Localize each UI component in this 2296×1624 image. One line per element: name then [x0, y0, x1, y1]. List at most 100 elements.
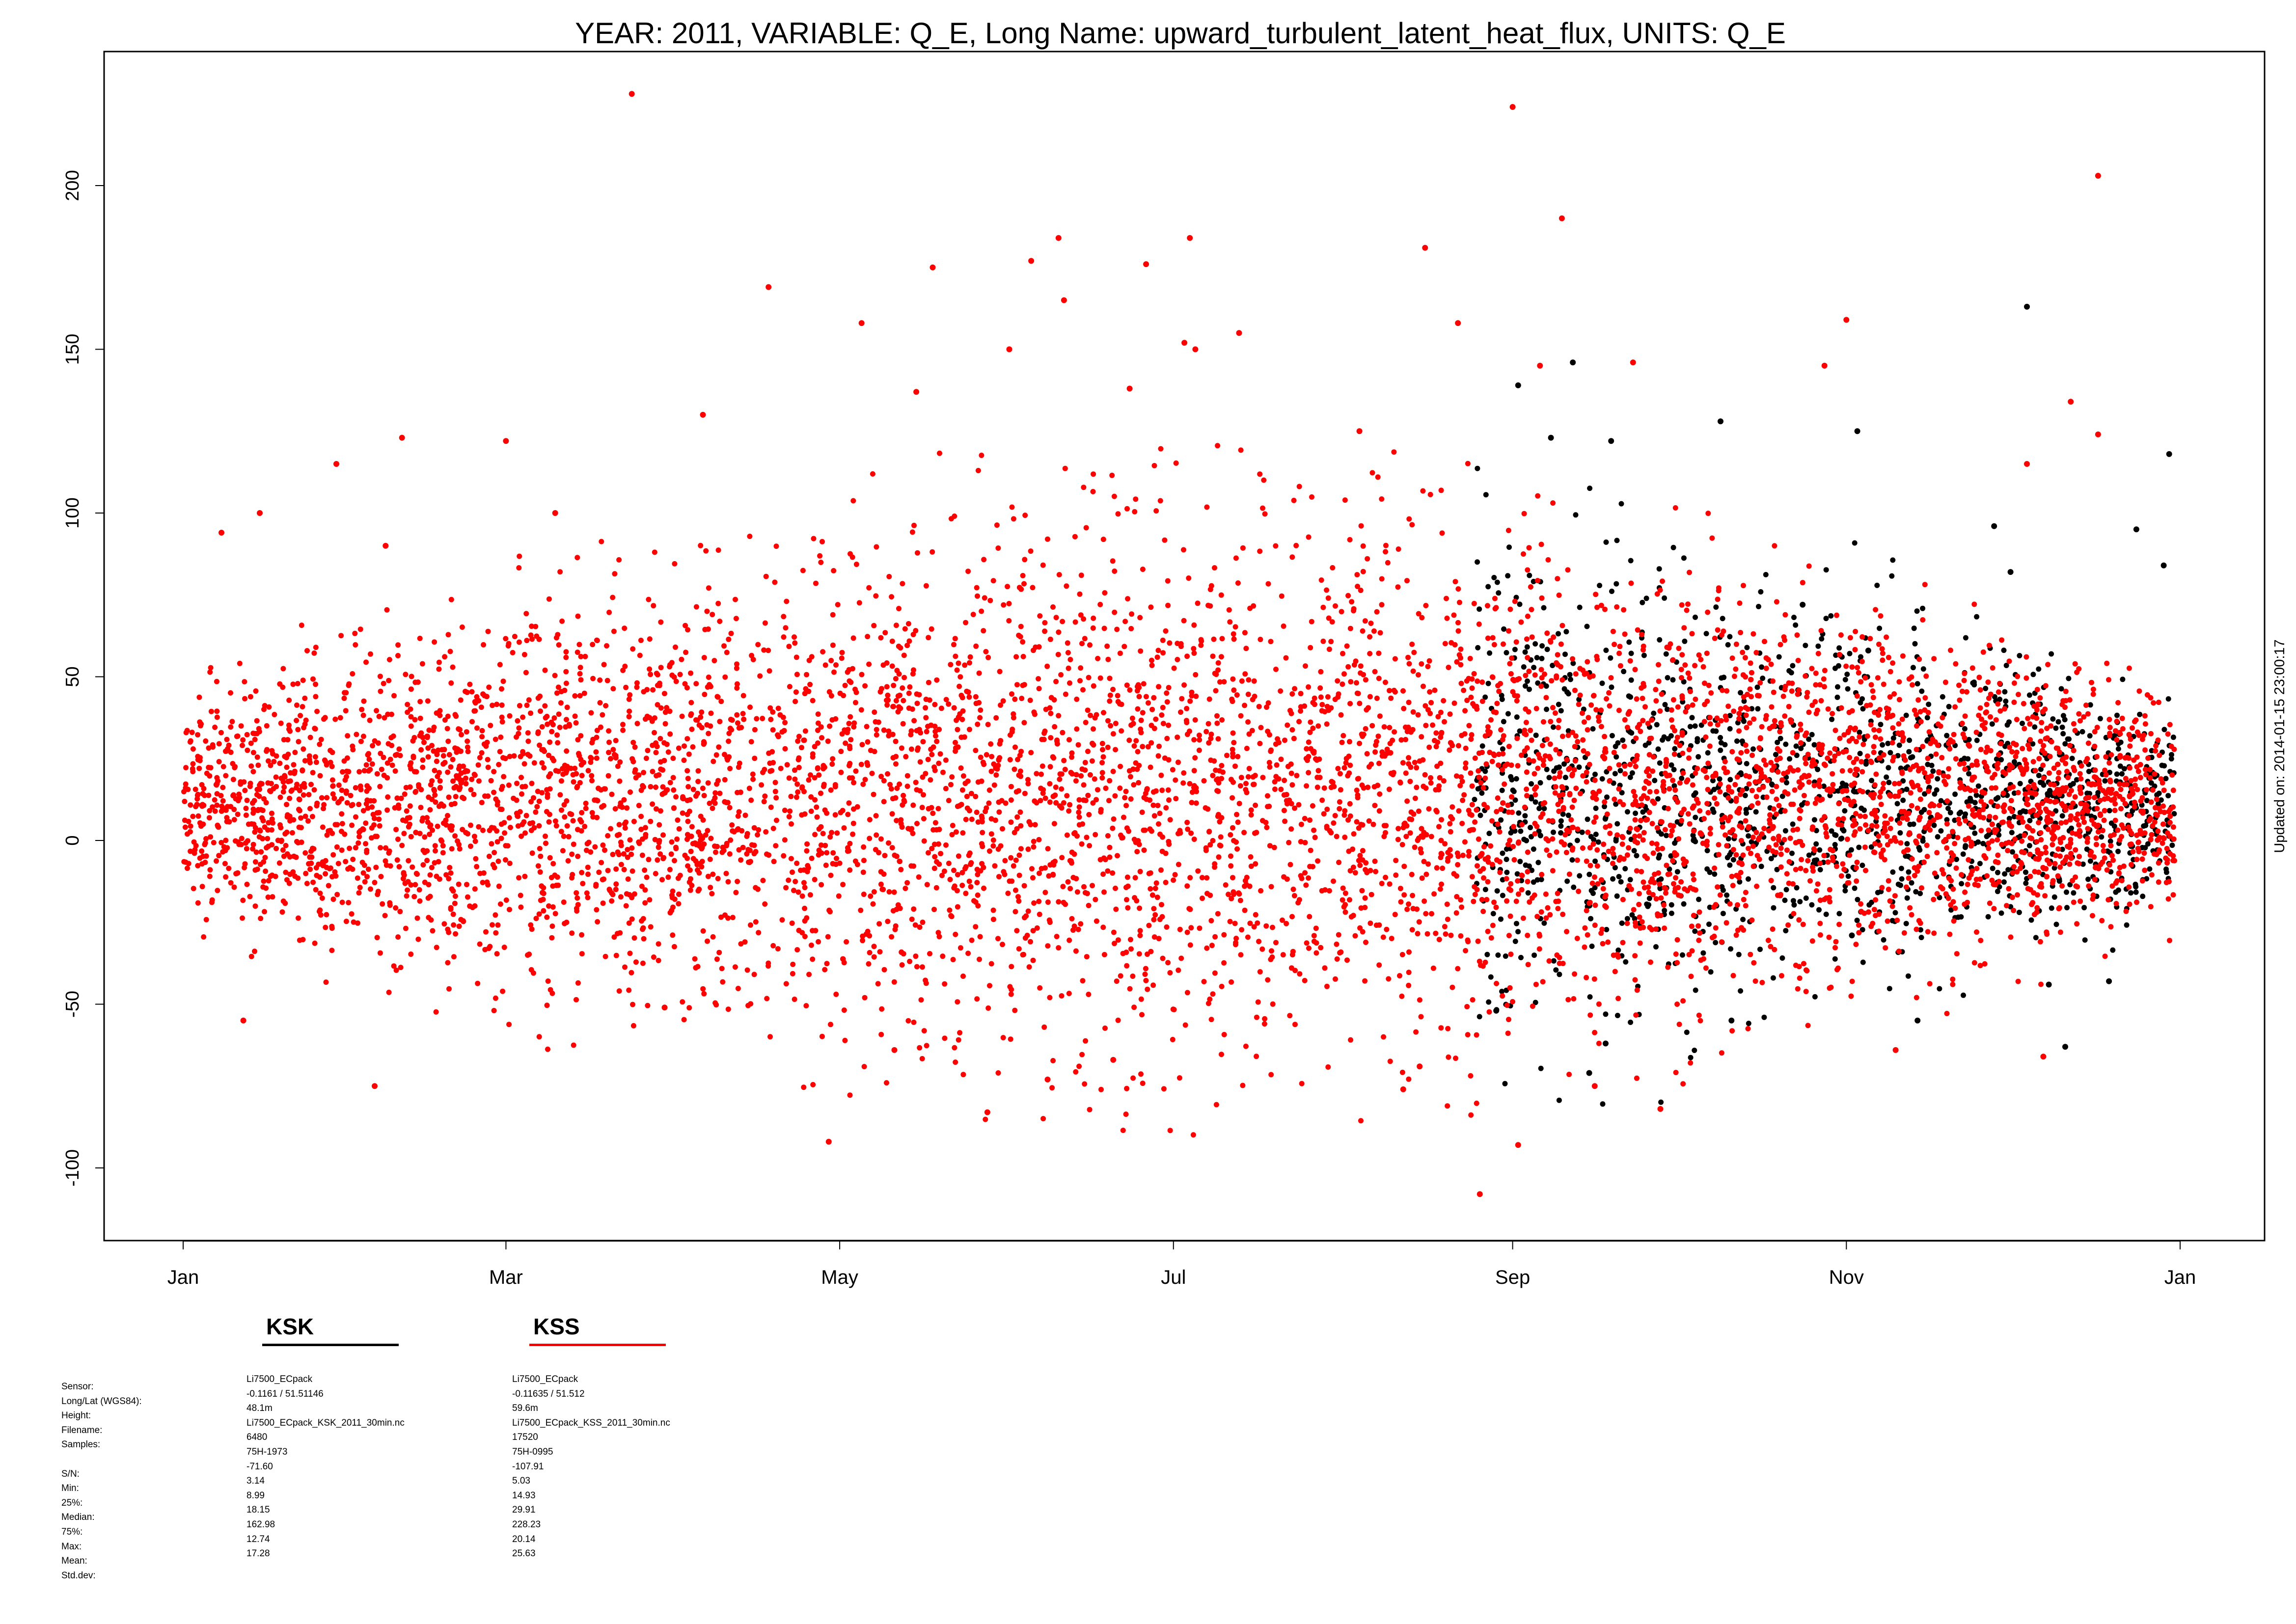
- data-point: [1877, 707, 1883, 712]
- data-point: [1287, 862, 1293, 867]
- y-tick-label: -100: [62, 1149, 83, 1187]
- data-point: [1662, 827, 1668, 833]
- data-point: [1567, 672, 1573, 677]
- data-point: [1310, 726, 1316, 731]
- data-point: [1856, 670, 1861, 676]
- data-point: [1060, 619, 1066, 624]
- data-point: [886, 574, 892, 579]
- data-point: [1281, 623, 1286, 629]
- data-point: [1509, 794, 1514, 800]
- data-point: [802, 885, 808, 891]
- data-point: [1340, 885, 1346, 891]
- data-point: [1651, 710, 1657, 716]
- data-point: [1974, 614, 1980, 620]
- data-point: [604, 677, 610, 683]
- data-point: [1330, 565, 1336, 570]
- data-point: [1798, 746, 1804, 751]
- data-point: [710, 934, 716, 940]
- data-point: [1727, 634, 1733, 640]
- data-point: [1412, 759, 1418, 765]
- data-point: [1640, 696, 1645, 702]
- data-point: [1668, 910, 1674, 916]
- data-point: [802, 728, 808, 734]
- data-point: [884, 698, 889, 703]
- data-point: [1570, 656, 1576, 662]
- data-point: [1983, 749, 1989, 755]
- data-point: [1414, 785, 1420, 790]
- data-point: [1950, 829, 1956, 835]
- data-point: [1564, 878, 1570, 884]
- data-point: [1626, 710, 1632, 716]
- data-point: [1547, 912, 1553, 918]
- data-point: [1640, 879, 1646, 885]
- data-point: [2009, 830, 2015, 836]
- data-point: [1749, 803, 1755, 809]
- data-point: [1987, 900, 1993, 906]
- data-point: [2029, 836, 2034, 841]
- data-point: [1624, 916, 1630, 921]
- data-point: [479, 750, 485, 756]
- data-point: [1496, 590, 1502, 596]
- x-tick-label: Jul: [1161, 1267, 1186, 1288]
- data-point: [1778, 845, 1784, 851]
- data-point: [655, 682, 660, 688]
- data-point: [1279, 593, 1285, 599]
- data-point: [1346, 848, 1352, 854]
- data-point: [929, 805, 934, 811]
- data-point: [1856, 922, 1862, 928]
- data-point: [477, 941, 483, 947]
- data-point: [839, 650, 845, 655]
- data-point: [1370, 821, 1376, 827]
- data-point: [2147, 866, 2153, 872]
- data-point: [1804, 690, 1810, 696]
- data-point: [1097, 601, 1103, 607]
- data-point: [1628, 677, 1634, 683]
- data-point: [1136, 694, 1142, 700]
- data-point: [1632, 977, 1638, 983]
- data-point: [1844, 672, 1850, 677]
- data-point: [1066, 808, 1072, 814]
- data-point: [1160, 650, 1166, 656]
- data-point: [810, 1082, 816, 1087]
- data-point: [1605, 939, 1611, 945]
- data-point: [1614, 893, 1620, 899]
- data-point: [1628, 650, 1634, 656]
- data-point: [1875, 890, 1881, 895]
- data-point: [648, 818, 654, 824]
- data-point: [252, 903, 258, 909]
- data-point: [1649, 821, 1655, 827]
- data-point: [1148, 764, 1153, 770]
- data-point: [2069, 830, 2075, 836]
- data-point: [563, 649, 569, 655]
- data-point: [1681, 555, 1687, 561]
- data-point: [1191, 622, 1197, 628]
- data-point: [807, 892, 813, 898]
- data-point: [1525, 567, 1531, 573]
- data-point: [951, 705, 957, 711]
- data-point: [842, 682, 848, 688]
- data-point: [1079, 841, 1085, 847]
- data-point: [1641, 830, 1647, 836]
- data-point: [810, 698, 816, 704]
- data-point: [350, 857, 356, 862]
- data-point: [1556, 702, 1561, 707]
- data-point: [1959, 721, 1965, 726]
- data-point: [1997, 680, 2003, 686]
- data-point: [1846, 880, 1852, 886]
- data-point: [2160, 803, 2166, 809]
- data-point: [1736, 951, 1742, 957]
- data-point: [1245, 691, 1251, 697]
- data-point: [1348, 679, 1354, 685]
- data-point: [1084, 954, 1090, 960]
- data-point: [1184, 883, 1190, 889]
- data-point: [1160, 704, 1166, 710]
- data-point: [495, 858, 501, 864]
- data-point: [1355, 691, 1361, 697]
- data-point: [518, 893, 523, 898]
- data-point: [1563, 629, 1569, 635]
- data-point: [1517, 859, 1523, 865]
- data-point: [1609, 733, 1615, 738]
- data-point: [2124, 922, 2130, 928]
- data-point: [1197, 925, 1203, 931]
- data-point: [1110, 558, 1116, 564]
